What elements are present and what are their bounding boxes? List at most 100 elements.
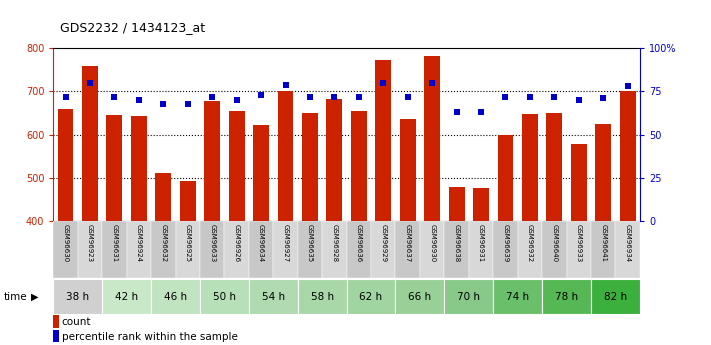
Bar <box>620 91 636 221</box>
Text: GSM96638: GSM96638 <box>454 224 459 262</box>
Bar <box>82 66 98 221</box>
Bar <box>53 330 58 343</box>
Text: GSM96925: GSM96925 <box>185 224 191 262</box>
Text: GSM96641: GSM96641 <box>600 224 606 262</box>
Bar <box>395 221 420 278</box>
Bar <box>444 221 469 278</box>
Bar <box>273 221 298 278</box>
Text: 62 h: 62 h <box>360 292 383 302</box>
Text: GSM96930: GSM96930 <box>429 224 435 262</box>
Bar <box>53 315 58 328</box>
Text: 58 h: 58 h <box>311 292 333 302</box>
Text: GSM96635: GSM96635 <box>307 224 313 262</box>
Bar <box>542 221 567 278</box>
Bar <box>77 221 102 278</box>
Text: GSM96934: GSM96934 <box>625 224 631 262</box>
Bar <box>298 221 322 278</box>
Bar <box>595 124 611 221</box>
Bar <box>322 221 347 278</box>
Text: percentile rank within the sample: percentile rank within the sample <box>62 332 237 342</box>
Bar <box>151 221 176 278</box>
Bar <box>424 56 440 221</box>
Text: 54 h: 54 h <box>262 292 285 302</box>
Text: GSM96630: GSM96630 <box>63 224 68 262</box>
Bar <box>204 101 220 221</box>
Bar <box>53 279 102 314</box>
Bar <box>522 114 538 221</box>
Bar <box>591 221 616 278</box>
Text: GSM96932: GSM96932 <box>527 224 533 262</box>
Text: GSM96631: GSM96631 <box>112 224 117 262</box>
Bar <box>371 221 395 278</box>
Text: count: count <box>62 317 91 327</box>
Text: 46 h: 46 h <box>164 292 187 302</box>
Bar <box>277 91 294 221</box>
Bar <box>420 221 444 278</box>
Bar <box>249 279 298 314</box>
Bar <box>493 221 518 278</box>
Bar <box>156 173 171 221</box>
Text: GSM96640: GSM96640 <box>551 224 557 262</box>
Text: 38 h: 38 h <box>66 292 90 302</box>
Bar <box>518 221 542 278</box>
Text: GSM96928: GSM96928 <box>331 224 338 262</box>
Bar <box>131 116 146 221</box>
Text: GSM96931: GSM96931 <box>478 224 484 262</box>
Bar <box>176 221 200 278</box>
Bar <box>249 221 273 278</box>
Bar <box>351 111 367 221</box>
Bar <box>200 221 225 278</box>
Bar <box>591 279 640 314</box>
Bar <box>567 221 591 278</box>
Text: GSM96636: GSM96636 <box>356 224 362 262</box>
Bar <box>346 221 371 278</box>
Bar <box>225 221 249 278</box>
Text: GSM96923: GSM96923 <box>87 224 93 262</box>
Bar <box>107 115 122 221</box>
Bar <box>302 112 318 221</box>
Bar <box>200 279 249 314</box>
Bar <box>547 114 562 221</box>
Bar <box>253 125 269 221</box>
Bar <box>498 135 513 221</box>
Bar <box>469 221 493 278</box>
Bar <box>616 221 640 278</box>
Text: GSM96933: GSM96933 <box>576 224 582 262</box>
Bar <box>375 60 391 221</box>
Bar <box>127 221 151 278</box>
Text: 70 h: 70 h <box>457 292 481 302</box>
Bar <box>395 279 444 314</box>
Bar <box>449 187 464 221</box>
Text: GSM96637: GSM96637 <box>405 224 411 262</box>
Bar <box>493 279 542 314</box>
Bar <box>346 279 395 314</box>
Bar <box>400 119 416 221</box>
Text: GSM96632: GSM96632 <box>160 224 166 262</box>
Text: GSM96927: GSM96927 <box>282 224 289 262</box>
Bar <box>473 188 489 221</box>
Text: ▶: ▶ <box>31 292 38 302</box>
Text: GSM96929: GSM96929 <box>380 224 386 262</box>
Text: GSM96924: GSM96924 <box>136 224 142 262</box>
Bar <box>298 279 346 314</box>
Bar <box>58 109 73 221</box>
Bar <box>102 279 151 314</box>
Text: GSM96633: GSM96633 <box>209 224 215 262</box>
Text: GSM96634: GSM96634 <box>258 224 264 262</box>
Text: 74 h: 74 h <box>506 292 529 302</box>
Bar <box>102 221 127 278</box>
Text: 42 h: 42 h <box>115 292 138 302</box>
Text: time: time <box>4 292 27 302</box>
Bar <box>326 99 342 221</box>
Bar <box>229 111 245 221</box>
Text: GDS2232 / 1434123_at: GDS2232 / 1434123_at <box>60 21 205 34</box>
Bar <box>444 279 493 314</box>
Text: 82 h: 82 h <box>604 292 627 302</box>
Bar <box>542 279 591 314</box>
Text: 78 h: 78 h <box>555 292 578 302</box>
Text: 66 h: 66 h <box>408 292 432 302</box>
Text: GSM96639: GSM96639 <box>503 224 508 262</box>
Text: GSM96926: GSM96926 <box>234 224 240 262</box>
Bar <box>180 181 196 221</box>
Bar <box>53 221 77 278</box>
